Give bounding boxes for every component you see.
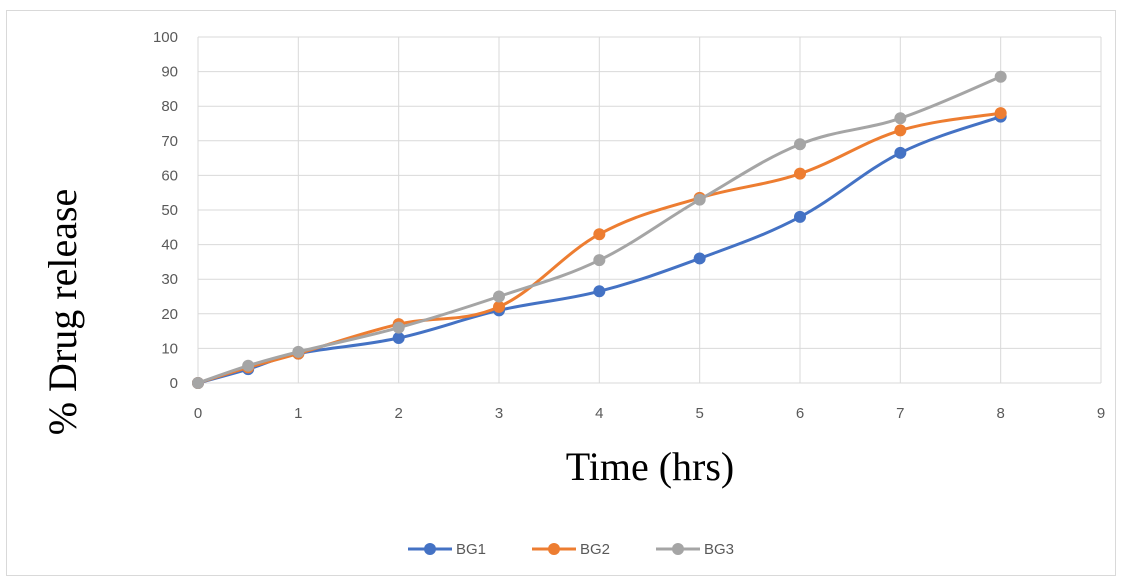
x-tick-label: 6 <box>796 405 804 422</box>
data-point-bg1 <box>392 332 405 345</box>
data-point-bg2 <box>794 167 806 180</box>
x-tick-label: 4 <box>595 405 603 422</box>
series-layer <box>192 70 1007 389</box>
x-tick-labels: 0 1 2 3 4 5 6 7 8 9 <box>194 405 1105 422</box>
data-point-bg3 <box>593 254 606 267</box>
y-tick-labels: 0 10 20 30 40 50 60 70 80 90 100 <box>153 29 178 392</box>
data-point-bg1 <box>894 146 907 159</box>
x-tick-label: 9 <box>1097 405 1105 422</box>
data-point-bg3 <box>493 290 505 303</box>
legend-marker <box>548 543 560 555</box>
y-tick-label: 100 <box>153 29 178 46</box>
data-point-bg2 <box>894 124 907 137</box>
legend-label: BG2 <box>580 541 610 558</box>
legend-item-bg1: BG1 <box>408 541 486 558</box>
x-tick-label: 1 <box>294 405 302 422</box>
data-point-bg1 <box>794 210 806 223</box>
data-point-bg3 <box>794 138 806 151</box>
data-point-bg1 <box>693 252 706 265</box>
x-axis-title: Time (hrs) <box>566 444 735 489</box>
data-point-bg3 <box>994 70 1007 83</box>
y-tick-label: 30 <box>161 271 178 288</box>
legend: BG1 BG2 BG3 <box>408 541 734 558</box>
data-point-bg3 <box>292 345 305 358</box>
y-tick-label: 80 <box>161 98 178 115</box>
x-tick-label: 5 <box>695 405 703 422</box>
chart-frame <box>6 10 1116 576</box>
legend-label: BG1 <box>456 541 486 558</box>
legend-item-bg3: BG3 <box>656 541 734 558</box>
y-tick-label: 60 <box>161 167 178 184</box>
data-point-bg3 <box>693 193 706 206</box>
series-bg3 <box>192 70 1007 389</box>
data-point-bg3 <box>192 377 204 389</box>
legend-label: BG3 <box>704 541 734 558</box>
x-tick-label: 0 <box>194 405 202 422</box>
y-axis-title: % Drug release <box>40 189 85 436</box>
x-tick-label: 8 <box>996 405 1004 422</box>
data-point-bg1 <box>593 285 606 298</box>
data-point-bg3 <box>242 359 255 372</box>
y-tick-label: 20 <box>161 306 178 323</box>
y-tick-label: 50 <box>161 202 178 219</box>
y-tick-label: 40 <box>161 237 178 254</box>
y-tick-label: 70 <box>161 133 178 150</box>
y-tick-label: 0 <box>170 375 178 392</box>
legend-item-bg2: BG2 <box>532 541 610 558</box>
y-tick-label: 90 <box>161 64 178 81</box>
y-tick-label: 10 <box>161 340 178 357</box>
data-point-bg2 <box>593 228 606 241</box>
x-tick-label: 7 <box>896 405 904 422</box>
x-tick-label: 2 <box>394 405 402 422</box>
data-point-bg2 <box>493 300 505 313</box>
x-tick-label: 3 <box>495 405 503 422</box>
data-point-bg3 <box>894 112 907 125</box>
data-point-bg2 <box>994 107 1007 120</box>
legend-marker <box>672 543 684 555</box>
data-point-bg3 <box>392 321 405 334</box>
grid <box>197 36 1102 384</box>
legend-marker <box>424 543 436 555</box>
